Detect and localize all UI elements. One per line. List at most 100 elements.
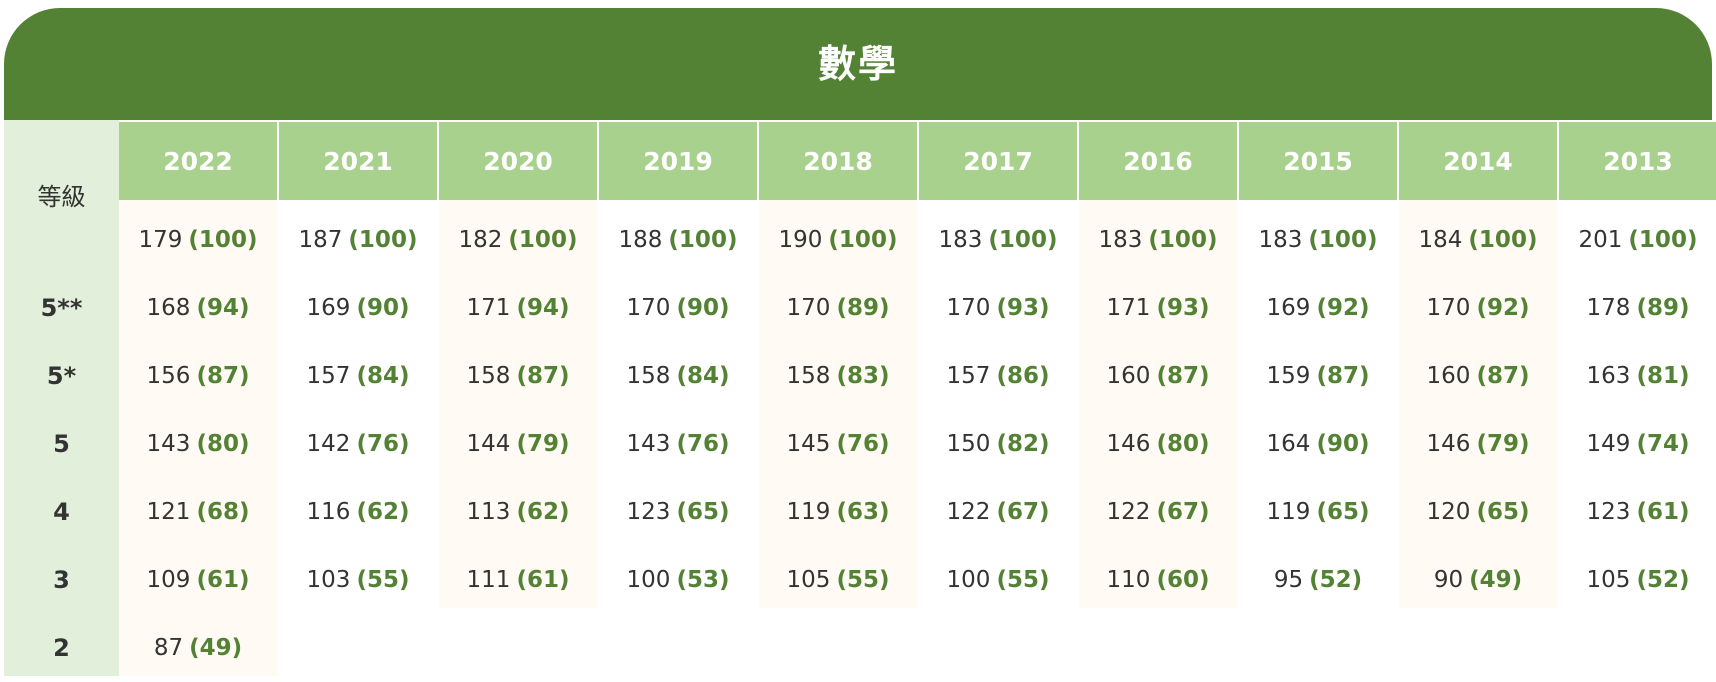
- column-background: [759, 120, 917, 608]
- score-value: 145: [786, 431, 831, 457]
- score-percent: (100): [668, 227, 738, 253]
- grade-column: 等級 5** 5* 5 4 3 2: [4, 120, 119, 676]
- score-percent: (100): [348, 227, 418, 253]
- score-percent: (61): [196, 567, 250, 593]
- score-percent: (87): [1476, 363, 1530, 389]
- score-value: 144: [466, 431, 511, 457]
- score-cell: 123 (61): [1559, 478, 1716, 546]
- score-value: 142: [306, 431, 351, 457]
- score-cell: 121 (68): [119, 478, 277, 546]
- score-value: 146: [1106, 431, 1151, 457]
- score-value: 150: [946, 431, 991, 457]
- score-value: 159: [1266, 363, 1311, 389]
- score-value: 190: [778, 227, 823, 253]
- score-value: 143: [146, 431, 191, 457]
- score-cell: 95 (52): [1239, 546, 1397, 614]
- score-value: 122: [1106, 499, 1151, 525]
- score-cell: 157 (86): [919, 342, 1077, 410]
- score-cell: 158 (84): [599, 342, 757, 410]
- score-value: 119: [786, 499, 831, 525]
- score-percent: (87): [196, 363, 250, 389]
- score-percent: (63): [836, 499, 890, 525]
- score-value: 100: [946, 567, 991, 593]
- score-value: 119: [1266, 499, 1311, 525]
- score-cell: 116 (62): [279, 478, 437, 546]
- score-cell: 187 (100): [279, 206, 437, 274]
- score-percent: (87): [1156, 363, 1210, 389]
- score-cell: 150 (82): [919, 410, 1077, 478]
- score-percent: (89): [836, 295, 890, 321]
- score-percent: (100): [828, 227, 898, 253]
- score-percent: (76): [836, 431, 890, 457]
- score-value: 103: [306, 567, 351, 593]
- score-value: 123: [626, 499, 671, 525]
- score-cell: 169 (92): [1239, 274, 1397, 342]
- score-percent: (92): [1316, 295, 1370, 321]
- score-value: 169: [306, 295, 351, 321]
- score-percent: (90): [1316, 431, 1370, 457]
- score-cell: 105 (55): [759, 546, 917, 614]
- score-percent: (79): [1476, 431, 1530, 457]
- score-cell: 183 (100): [919, 206, 1077, 274]
- score-cell: 149 (74): [1559, 410, 1716, 478]
- score-value: 113: [466, 499, 511, 525]
- grade-label: 5*: [46, 362, 77, 390]
- score-percent: (93): [1156, 295, 1210, 321]
- score-cell: 183 (100): [1079, 206, 1237, 274]
- score-cell: 119 (63): [759, 478, 917, 546]
- score-percent: (49): [189, 635, 243, 661]
- year-header: 2016: [1079, 122, 1237, 200]
- score-cell: 170 (93): [919, 274, 1077, 342]
- score-cell: 109 (61): [119, 546, 277, 614]
- score-value: 184: [1418, 227, 1463, 253]
- score-value: 163: [1586, 363, 1631, 389]
- score-cell: 190 (100): [759, 206, 917, 274]
- score-value: 156: [146, 363, 191, 389]
- score-cell: 111 (61): [439, 546, 597, 614]
- score-percent: (61): [1636, 499, 1690, 525]
- score-value: 171: [1106, 295, 1151, 321]
- score-percent: (100): [1468, 227, 1538, 253]
- score-value: 146: [1426, 431, 1471, 457]
- score-percent: (100): [988, 227, 1058, 253]
- score-percent: (68): [196, 499, 250, 525]
- score-percent: (100): [1148, 227, 1218, 253]
- score-cell: 158 (83): [759, 342, 917, 410]
- column-background: [1559, 120, 1716, 608]
- score-cell: 120 (65): [1399, 478, 1557, 546]
- score-value: 95: [1273, 567, 1304, 593]
- score-percent: (65): [1316, 499, 1370, 525]
- score-percent: (76): [356, 431, 410, 457]
- grade-label: 4: [53, 498, 70, 526]
- score-cell: 119 (65): [1239, 478, 1397, 546]
- score-cell: 201 (100): [1559, 206, 1716, 274]
- score-percent: (82): [996, 431, 1050, 457]
- score-cell: 100 (53): [599, 546, 757, 614]
- score-value: 179: [138, 227, 183, 253]
- score-value: 158: [466, 363, 511, 389]
- score-cell: 171 (93): [1079, 274, 1237, 342]
- score-value: 121: [146, 499, 191, 525]
- score-cell: 158 (87): [439, 342, 597, 410]
- score-cell: 157 (84): [279, 342, 437, 410]
- score-value: 164: [1266, 431, 1311, 457]
- score-value: 160: [1426, 363, 1471, 389]
- score-value: 182: [458, 227, 503, 253]
- score-percent: (65): [1476, 499, 1530, 525]
- score-value: 90: [1433, 567, 1464, 593]
- score-percent: (94): [516, 295, 570, 321]
- score-value: 110: [1106, 567, 1151, 593]
- score-value: 171: [466, 295, 511, 321]
- score-cell: 100 (55): [919, 546, 1077, 614]
- year-header: 2021: [279, 122, 437, 200]
- score-percent: (87): [1316, 363, 1370, 389]
- score-percent: (100): [1308, 227, 1378, 253]
- score-value: 178: [1586, 295, 1631, 321]
- score-cell: 143 (76): [599, 410, 757, 478]
- score-cell: 146 (80): [1079, 410, 1237, 478]
- column-background: [279, 120, 437, 608]
- year-header: 2020: [439, 122, 597, 200]
- score-cell: 90 (49): [1399, 546, 1557, 614]
- score-value: 158: [626, 363, 671, 389]
- grade-label: 3: [53, 566, 70, 594]
